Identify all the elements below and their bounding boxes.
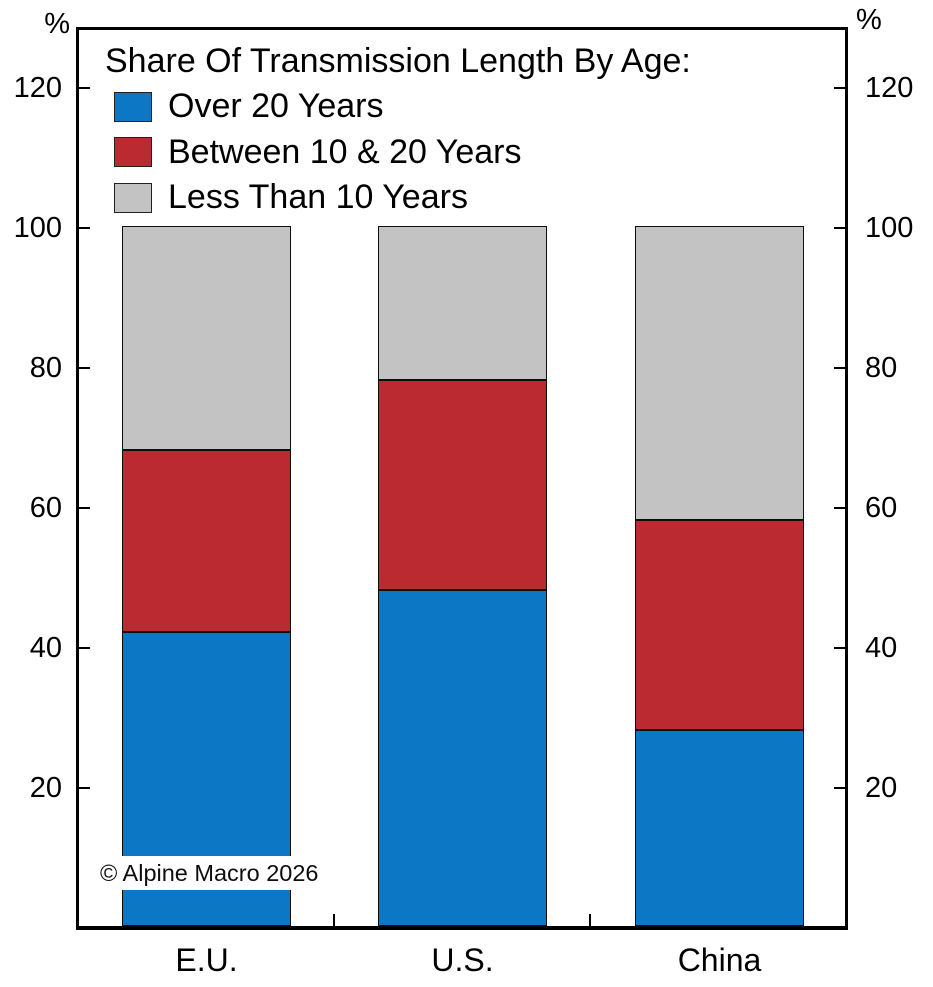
y-axis-unit-left: % bbox=[44, 8, 70, 40]
y-tick-right-100 bbox=[834, 226, 845, 230]
y-tick-label-left: 80 bbox=[29, 352, 62, 384]
x-boundary-tick bbox=[588, 914, 592, 926]
y-tick-left-40 bbox=[79, 646, 90, 650]
copyright-text: © Alpine Macro 2026 bbox=[100, 860, 319, 886]
y-tick-label-left: 20 bbox=[29, 772, 62, 804]
x-axis-label-eu: E.U. bbox=[175, 942, 238, 978]
x-axis-label-us: U.S. bbox=[431, 942, 494, 978]
x-axis-label-china: China bbox=[677, 942, 762, 978]
y-tick-label-right: 120 bbox=[865, 72, 914, 104]
legend-items: Over 20 Years Between 10 & 20 Years Less T… bbox=[114, 84, 522, 221]
legend-item: Over 20 Years bbox=[114, 84, 522, 130]
y-tick-right-40 bbox=[834, 646, 845, 650]
bar-segment-china-less-than-10-years bbox=[635, 226, 804, 520]
y-tick-label-right: 100 bbox=[865, 212, 914, 244]
legend-item-label: Between 10 & 20 Years bbox=[168, 132, 522, 171]
bar-segment-eu-less-than-10-years bbox=[122, 226, 291, 450]
y-tick-right-60 bbox=[834, 506, 845, 510]
y-axis-unit-right: % bbox=[856, 4, 882, 36]
y-tick-label-left: 100 bbox=[13, 212, 62, 244]
y-tick-label-right: 40 bbox=[865, 632, 898, 664]
legend-item: Between 10 & 20 Years bbox=[114, 130, 522, 176]
copyright-note: © Alpine Macro 2026 bbox=[93, 856, 339, 890]
y-tick-label-left: 60 bbox=[29, 492, 62, 524]
legend-swatch-icon bbox=[114, 182, 152, 213]
y-tick-label-right: 80 bbox=[865, 352, 898, 384]
y-tick-label-left: 40 bbox=[29, 632, 62, 664]
legend-item: Less Than 10 Years bbox=[114, 175, 522, 221]
bar-segment-us-between-10-20-years bbox=[378, 380, 547, 590]
y-tick-right-80 bbox=[834, 366, 845, 370]
x-boundary-tick bbox=[332, 914, 336, 926]
bar-segment-us-less-than-10-years bbox=[378, 226, 547, 380]
y-tick-right-120 bbox=[834, 86, 845, 90]
legend-item-label: Less Than 10 Years bbox=[168, 178, 468, 217]
legend-title: Share Of Transmission Length By Age: bbox=[105, 42, 691, 80]
y-tick-left-60 bbox=[79, 506, 90, 510]
y-tick-label-right: 60 bbox=[865, 492, 898, 524]
y-tick-left-100 bbox=[79, 226, 90, 230]
legend-swatch-icon bbox=[114, 91, 152, 122]
y-tick-label-right: 20 bbox=[865, 772, 898, 804]
bar-segment-china-over-20-years bbox=[635, 730, 804, 926]
legend-swatch-icon bbox=[114, 137, 152, 168]
y-tick-left-80 bbox=[79, 366, 90, 370]
y-tick-left-120 bbox=[79, 86, 90, 90]
y-tick-left-20 bbox=[79, 786, 90, 790]
legend: Share Of Transmission Length By Age: Ove… bbox=[105, 40, 691, 216]
bar-segment-china-between-10-20-years bbox=[635, 520, 804, 730]
y-tick-label-left: 120 bbox=[13, 72, 62, 104]
bar-segment-eu-between-10-20-years bbox=[122, 450, 291, 632]
legend-item-label: Over 20 Years bbox=[168, 87, 384, 126]
y-tick-right-20 bbox=[834, 786, 845, 790]
bar-segment-us-over-20-years bbox=[378, 590, 547, 926]
